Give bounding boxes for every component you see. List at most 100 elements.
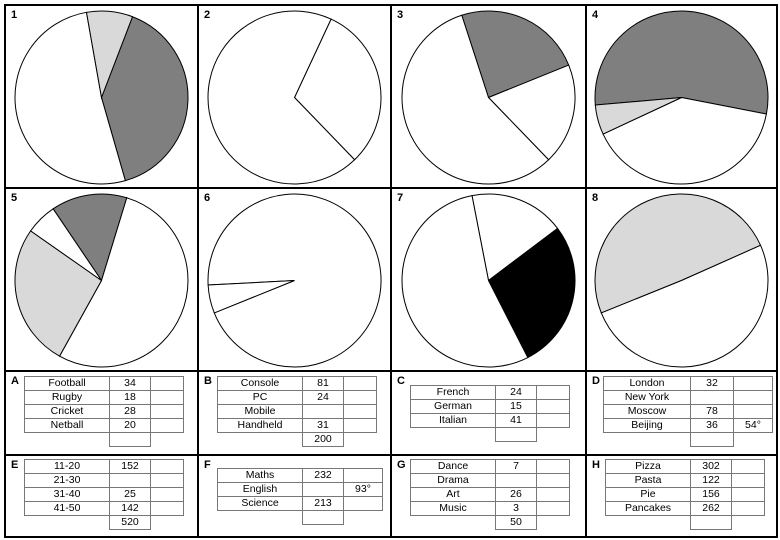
- total-row: [411, 427, 570, 442]
- total-value: 200: [302, 432, 344, 447]
- pie-slice: [594, 97, 682, 135]
- row-name: Moscow: [603, 404, 691, 419]
- row-angle: [536, 487, 570, 502]
- row-name: Pasta: [605, 473, 691, 488]
- row-angle: [731, 459, 765, 474]
- pie-cell-3: 3: [390, 4, 587, 189]
- row-name: Dance: [410, 459, 496, 474]
- row-angle: [733, 404, 773, 419]
- row-name: French: [410, 385, 496, 400]
- table-row: Pancakes 262: [605, 501, 765, 516]
- total-row: 200: [218, 432, 377, 447]
- table-cell-G: G Dance 7 Drama Art 26 Music 3 50: [390, 454, 587, 538]
- row-name: English: [217, 482, 303, 497]
- total-value: 50: [495, 515, 537, 530]
- table-row: 31-40 25: [24, 487, 184, 502]
- pie-label-2: 2: [204, 9, 211, 21]
- table-row: German 15: [410, 399, 570, 414]
- row-value: 302: [690, 459, 732, 474]
- pie-chart-2: [207, 10, 382, 185]
- pie-slice: [52, 193, 128, 282]
- table-row: 41-50 142: [24, 501, 184, 516]
- row-angle: [536, 473, 570, 488]
- row-value: [302, 404, 344, 419]
- row-name: Maths: [217, 468, 303, 483]
- pie-slice: [58, 197, 189, 368]
- row-angle: [150, 459, 184, 474]
- row-value: 34: [109, 376, 151, 391]
- row-value: 26: [495, 487, 537, 502]
- table-row: Art 26: [410, 487, 570, 502]
- table-cell-F: F Maths 232 English 93° Science 213: [197, 454, 392, 538]
- row-name: 21-30: [24, 473, 110, 488]
- table-row: Pasta 122: [605, 473, 765, 488]
- pie-slice: [487, 64, 576, 161]
- pie-label-3: 3: [397, 9, 404, 21]
- pie-cell-8: 8: [585, 187, 778, 372]
- table-label-A: A: [11, 375, 19, 387]
- row-name: Pancakes: [605, 501, 691, 516]
- row-angle: 93°: [343, 482, 383, 497]
- table-label-B: B: [204, 375, 212, 387]
- pie-slice: [207, 10, 356, 185]
- row-name: Beijing: [603, 418, 691, 433]
- row-name: Mobile: [217, 404, 303, 419]
- pie-label-8: 8: [592, 192, 599, 204]
- pie-cell-2: 2: [197, 4, 392, 189]
- table-row: London 32: [603, 376, 773, 391]
- row-name: Console: [217, 376, 303, 391]
- row-angle: [536, 399, 570, 414]
- pie-slice: [14, 11, 126, 185]
- row-angle: [536, 385, 570, 400]
- pie-cell-1: 1: [4, 4, 199, 189]
- row-angle: [150, 418, 184, 433]
- row-value: 31: [302, 418, 344, 433]
- row-angle: [150, 487, 184, 502]
- table-row: Football 34: [24, 376, 184, 391]
- pie-slice: [594, 10, 769, 115]
- table-cell-B: B Console 81 PC 24 Mobile Handheld 31 200: [197, 370, 392, 456]
- table-row: 11-20 152: [24, 459, 184, 474]
- table-row: Dance 7: [410, 459, 570, 474]
- pie-label-6: 6: [204, 192, 211, 204]
- row-angle: [343, 390, 377, 405]
- pie-slice: [600, 244, 769, 368]
- pie-label-7: 7: [397, 192, 404, 204]
- table-cell-D: D London 32 New York Moscow 78 Beijing 36 54…: [585, 370, 778, 456]
- table-row: Beijing 36 54°: [603, 418, 773, 433]
- row-name: 11-20: [24, 459, 110, 474]
- row-name: Handheld: [217, 418, 303, 433]
- pie-slice: [401, 195, 529, 368]
- table-cell-E: E 11-20 152 21-30 31-40 25 41-50 142 520: [4, 454, 199, 538]
- table-row: 21-30: [24, 473, 184, 488]
- frequency-table-D: London 32 New York Moscow 78 Beijing 36 54°: [603, 376, 773, 447]
- pie-label-1: 1: [11, 9, 18, 21]
- row-value: 7: [495, 459, 537, 474]
- row-name: PC: [217, 390, 303, 405]
- table-row: Handheld 31: [217, 418, 377, 433]
- table-row: English 93°: [217, 482, 383, 497]
- row-name: Pizza: [605, 459, 691, 474]
- table-label-C: C: [397, 375, 405, 387]
- total-row: [604, 432, 773, 447]
- table-label-F: F: [204, 459, 211, 471]
- pie-slice: [85, 10, 134, 100]
- row-angle: [343, 404, 377, 419]
- row-angle: [150, 473, 184, 488]
- row-angle: [150, 501, 184, 516]
- row-angle: [733, 376, 773, 391]
- pie-slice: [602, 96, 767, 185]
- total-row: [25, 432, 184, 447]
- row-name: Science: [217, 496, 303, 511]
- row-name: German: [410, 399, 496, 414]
- pie-chart-4: [594, 10, 769, 185]
- row-value: 156: [690, 487, 732, 502]
- pie-chart-6: [207, 193, 382, 368]
- row-angle: [536, 413, 570, 428]
- table-row: Pizza 302: [605, 459, 765, 474]
- row-angle: [536, 501, 570, 516]
- table-row: PC 24: [217, 390, 377, 405]
- row-name: Netball: [24, 418, 110, 433]
- pie-label-5: 5: [11, 192, 18, 204]
- row-angle: [150, 390, 184, 405]
